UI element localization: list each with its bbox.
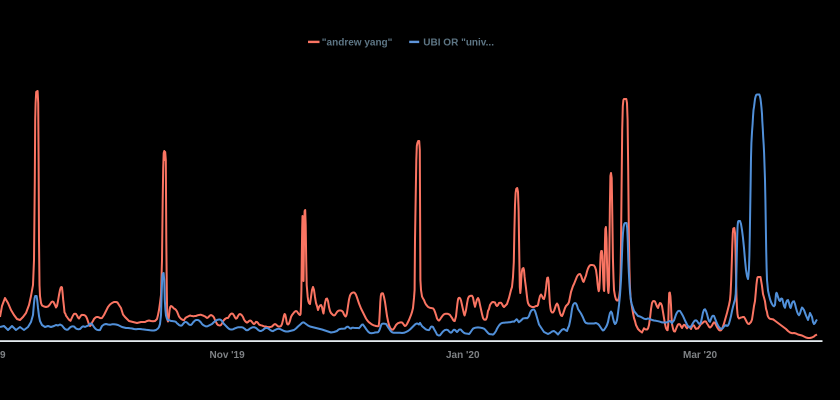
svg-text:Mar '20: Mar '20 bbox=[683, 350, 718, 361]
svg-text:Nov '19: Nov '19 bbox=[210, 350, 246, 361]
svg-text:9: 9 bbox=[0, 350, 6, 361]
svg-text:Jan '20: Jan '20 bbox=[446, 350, 480, 361]
svg-text:UBI OR "univ...: UBI OR "univ... bbox=[423, 38, 494, 49]
svg-text:"andrew yang": "andrew yang" bbox=[322, 38, 393, 49]
